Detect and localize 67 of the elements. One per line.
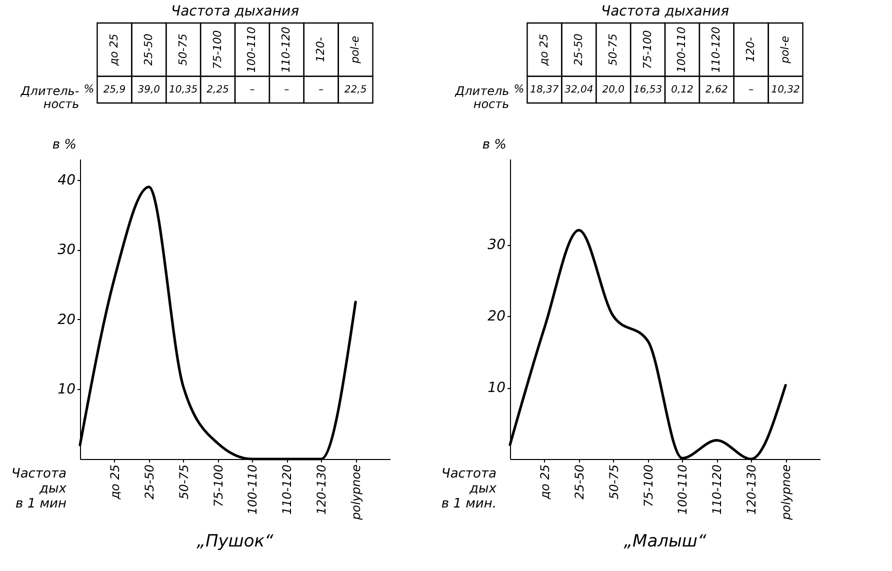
x-tick-label: 75-100	[641, 464, 656, 508]
text: 120-	[314, 37, 328, 62]
data-label: –	[748, 84, 754, 96]
text: 110-120	[280, 26, 293, 73]
text: „Малыш“	[624, 531, 706, 552]
text: 75-100	[640, 30, 654, 70]
x-tick-label: polypnoe	[779, 464, 794, 521]
data-label: 0,12	[671, 84, 694, 96]
x-axis-title: Частота дых в 1 мин.	[441, 466, 497, 512]
x-tick-label: 25-50	[572, 464, 586, 500]
data-label: –	[318, 84, 324, 96]
y-tick-label: 30	[488, 237, 506, 254]
text: 100-110	[245, 26, 258, 73]
data-label: 10,35	[169, 84, 198, 96]
y-tick-label: 20	[58, 312, 76, 328]
y-tick-label: 10	[488, 380, 506, 396]
data-label: 10,32	[771, 84, 800, 96]
data-label: 20,0	[602, 84, 624, 96]
text: pol-e	[778, 36, 792, 64]
text: 25-50	[142, 34, 155, 66]
x-tick-label: 75-100	[211, 464, 226, 508]
x-tick-label: до 25	[538, 464, 552, 500]
text: Частота дыхания	[170, 3, 300, 20]
data-label: –	[284, 84, 290, 96]
y-tick-label: 10	[58, 382, 76, 398]
x-tick-label: 120-130	[744, 464, 759, 515]
y-tick-label: 30	[58, 242, 76, 258]
text: %	[84, 82, 94, 96]
data-label: 2,62	[706, 84, 728, 96]
y-tick-label: 20	[488, 308, 506, 325]
x-tick-label: 50-75	[176, 464, 191, 500]
data-label: 32,04	[564, 84, 594, 96]
data-label: 25,9	[103, 84, 126, 96]
text: 50-75	[176, 34, 190, 66]
x-tick-label: polypnoe	[349, 464, 364, 521]
text: Длитель ность	[454, 84, 510, 111]
text: 25-50	[572, 34, 585, 66]
text: „Пушок“	[196, 531, 274, 552]
data-label: 39,0	[138, 84, 160, 96]
x-tick-label: 100-110	[676, 464, 690, 515]
text: до 25	[537, 34, 550, 67]
text: 120-	[744, 37, 758, 62]
text: 100-110	[675, 26, 688, 73]
text: pol-e	[348, 36, 362, 64]
x-tick-label: 120-130	[314, 464, 329, 515]
x-tick-label: 100-110	[246, 464, 260, 515]
x-tick-label: 110-120	[710, 464, 724, 515]
data-label: 22,5	[344, 84, 367, 96]
text: 75-100	[210, 30, 224, 70]
x-tick-label: до 25	[108, 464, 122, 500]
y-tick-label: 40	[58, 172, 76, 188]
data-label: 2,25	[206, 84, 229, 96]
text: Частота дыхания	[600, 3, 730, 20]
x-tick-label: 25-50	[142, 464, 156, 500]
data-label: 18,37	[530, 84, 560, 96]
text: 50-75	[606, 34, 620, 66]
x-tick-label: 50-75	[606, 464, 621, 500]
text: до 25	[107, 34, 120, 67]
x-axis-title: Частота дых в 1 мин	[11, 466, 67, 512]
data-label: –	[250, 84, 255, 96]
text: %	[514, 82, 524, 96]
y-axis-title: в %	[52, 138, 76, 152]
data-label: 16,53	[633, 84, 662, 96]
x-tick-label: 110-120	[280, 464, 294, 515]
y-axis-title: в %	[482, 138, 506, 152]
text: Длитель- ность	[20, 84, 80, 111]
text: 110-120	[710, 26, 723, 73]
